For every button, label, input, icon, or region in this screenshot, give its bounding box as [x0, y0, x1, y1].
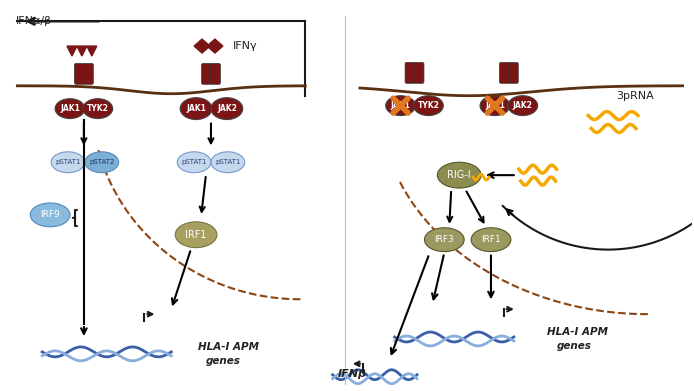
Ellipse shape [211, 98, 243, 120]
Ellipse shape [55, 99, 85, 118]
Text: IFNβ: IFNβ [337, 369, 366, 379]
Ellipse shape [425, 228, 464, 251]
Text: pSTAT1: pSTAT1 [181, 159, 207, 165]
Text: JAK1: JAK1 [60, 104, 80, 113]
Text: genes: genes [206, 356, 241, 366]
Ellipse shape [177, 152, 211, 173]
FancyBboxPatch shape [210, 63, 221, 84]
Text: JAK2: JAK2 [217, 104, 237, 113]
Polygon shape [67, 46, 77, 56]
FancyBboxPatch shape [201, 63, 212, 84]
Ellipse shape [471, 228, 511, 251]
FancyBboxPatch shape [74, 63, 85, 84]
Ellipse shape [414, 96, 443, 116]
Text: IRF1: IRF1 [481, 235, 501, 244]
Text: IFNγ: IFNγ [232, 41, 257, 51]
Text: genes: genes [557, 341, 591, 351]
Text: pSTAT2: pSTAT2 [89, 159, 115, 165]
FancyBboxPatch shape [508, 63, 518, 83]
Ellipse shape [211, 152, 245, 173]
Text: TYK2: TYK2 [87, 104, 109, 113]
FancyBboxPatch shape [414, 63, 424, 83]
Text: RIG-I: RIG-I [448, 170, 471, 180]
Polygon shape [87, 46, 96, 56]
Ellipse shape [480, 96, 510, 116]
Ellipse shape [83, 99, 112, 118]
Polygon shape [77, 46, 87, 56]
FancyBboxPatch shape [83, 63, 93, 84]
FancyBboxPatch shape [405, 63, 415, 83]
Ellipse shape [85, 152, 119, 173]
Ellipse shape [437, 162, 481, 188]
Text: pSTAT1: pSTAT1 [215, 159, 241, 165]
Ellipse shape [51, 152, 85, 173]
Ellipse shape [180, 98, 212, 120]
Ellipse shape [31, 203, 70, 227]
Ellipse shape [175, 222, 217, 248]
Polygon shape [194, 39, 210, 53]
Text: TYK2: TYK2 [418, 101, 439, 110]
Text: JAK2: JAK2 [513, 101, 533, 110]
FancyBboxPatch shape [500, 63, 509, 83]
Text: IFNα/β: IFNα/β [17, 16, 53, 26]
Text: 3pRNA: 3pRNA [616, 91, 654, 101]
Text: IRF3: IRF3 [434, 235, 454, 244]
Text: HLA-I APM: HLA-I APM [547, 327, 607, 337]
Text: JAK1: JAK1 [186, 104, 206, 113]
Ellipse shape [508, 96, 538, 116]
Ellipse shape [386, 96, 416, 116]
Text: IRF1: IRF1 [185, 230, 207, 240]
Text: HLA-I APM: HLA-I APM [198, 342, 259, 352]
Text: JAK1: JAK1 [391, 101, 411, 110]
Text: IRF9: IRF9 [40, 210, 60, 219]
Polygon shape [207, 39, 223, 53]
Text: JAK1: JAK1 [485, 101, 505, 110]
Text: pSTAT1: pSTAT1 [56, 159, 81, 165]
